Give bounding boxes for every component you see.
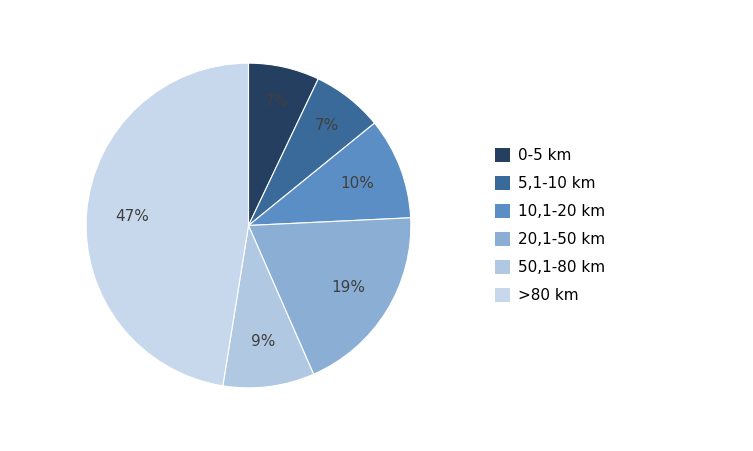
Wedge shape (86, 63, 248, 386)
Text: 9%: 9% (251, 334, 276, 349)
Text: 10%: 10% (341, 176, 375, 191)
Wedge shape (248, 123, 410, 226)
Text: 7%: 7% (264, 94, 288, 110)
Wedge shape (223, 226, 313, 388)
Legend: 0-5 km, 5,1-10 km, 10,1-20 km, 20,1-50 km, 50,1-80 km, >80 km: 0-5 km, 5,1-10 km, 10,1-20 km, 20,1-50 k… (489, 142, 611, 309)
Wedge shape (248, 63, 319, 226)
Wedge shape (248, 218, 411, 374)
Text: 47%: 47% (115, 209, 149, 224)
Wedge shape (248, 79, 374, 226)
Text: 7%: 7% (315, 119, 339, 133)
Text: 19%: 19% (331, 280, 364, 295)
